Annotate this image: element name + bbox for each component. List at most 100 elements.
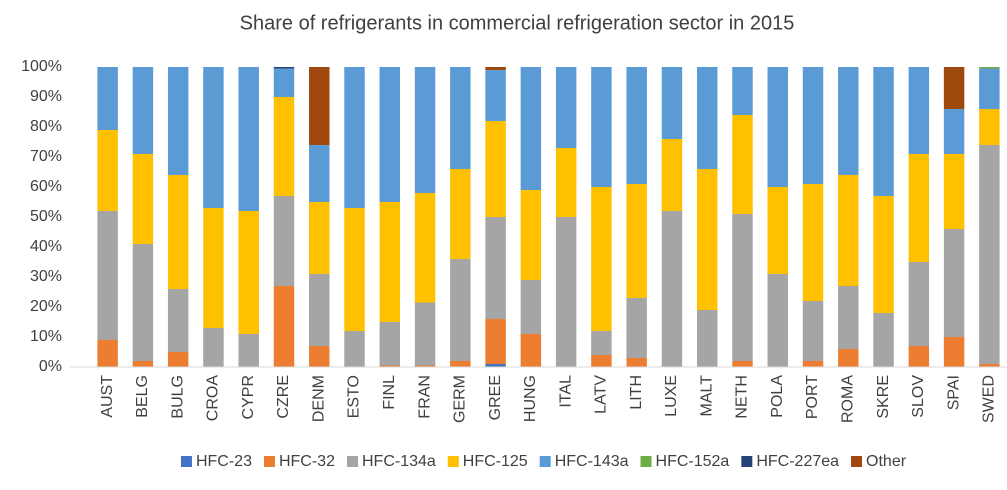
bar-segment (414, 365, 436, 367)
bar-segment (555, 217, 577, 367)
bar-segment (661, 211, 683, 367)
bar-segment (626, 358, 647, 367)
y-tick-label: 40% (30, 238, 62, 255)
legend-swatch (180, 456, 192, 467)
bar-segment (661, 67, 683, 139)
bar-segment (767, 274, 788, 367)
bar-segment (273, 196, 295, 286)
bar-segment (520, 280, 542, 334)
bar-segment (379, 67, 401, 202)
legend-swatch (447, 456, 459, 467)
x-tick-label: ESTO (346, 375, 363, 418)
bar-segment (167, 352, 189, 367)
bar-segment (591, 331, 612, 355)
bar-segment (908, 154, 930, 262)
x-tick-label: CYPR (240, 375, 257, 419)
bar-segment (414, 302, 436, 366)
bar-segment (732, 67, 753, 115)
bar-segment (591, 67, 612, 187)
bar-segment (626, 184, 647, 298)
bar-segment (979, 145, 1000, 364)
legend-label: HFC-152a (656, 453, 730, 470)
legend-label: HFC-143a (555, 453, 629, 470)
legend-label: HFC-134a (362, 453, 436, 470)
y-tick-label: 20% (30, 298, 62, 315)
bar-segment (591, 187, 612, 331)
bar-segment (802, 301, 824, 361)
bar-segment (485, 70, 506, 121)
bar-segment (97, 340, 118, 367)
bar-segment (802, 361, 824, 367)
legend-label: Other (866, 453, 907, 470)
bar-segment (238, 67, 259, 211)
bar-segment (873, 196, 894, 313)
x-tick-label: LITH (628, 375, 645, 410)
bar-segment (626, 298, 647, 358)
x-tick-label: CROA (205, 375, 222, 422)
x-tick-label: GERM (452, 375, 469, 423)
bar-segment (414, 67, 436, 193)
y-tick-label: 60% (30, 178, 62, 195)
bar-segment (97, 211, 118, 340)
bar-segment (767, 67, 788, 187)
bar-segment (450, 169, 471, 259)
bar-segment (309, 202, 330, 274)
bar-segment (379, 202, 401, 322)
x-tick-label: ROMA (840, 375, 857, 423)
bar-segment (943, 154, 965, 229)
bar-segment (344, 67, 365, 208)
bar-segment (309, 67, 330, 145)
x-tick-label: MALT (698, 375, 715, 417)
legend-label: HFC-32 (279, 453, 335, 470)
x-tick-label: HUNG (522, 375, 539, 422)
bar-segment (732, 361, 753, 367)
legend: HFC-23 HFC-32 HFC-134a HFC-125 HFC-143a HFC-1… (180, 453, 907, 470)
y-tick-label: 80% (30, 118, 62, 135)
bar-segment (132, 67, 154, 154)
x-tick-label: DENM (310, 375, 327, 422)
bar-segment (626, 67, 647, 184)
x-tick-label: SLOV (910, 375, 927, 418)
bar-segment (555, 148, 577, 217)
bar-segment (238, 334, 259, 367)
x-tick-label: AUST (99, 375, 116, 418)
bar-segment (908, 67, 930, 154)
bar-segment (555, 67, 577, 148)
bar-segment (838, 175, 859, 286)
bar-segment (97, 67, 118, 130)
bar-segment (943, 67, 965, 109)
y-tick-label: 100% (21, 58, 62, 75)
x-tick-label: GREE (487, 375, 504, 420)
bar-segment (485, 319, 506, 364)
bar-segment (696, 169, 718, 310)
bar-segment (979, 68, 1000, 109)
y-tick-label: 50% (30, 208, 62, 225)
bar-segment (273, 286, 295, 367)
bar-segment (203, 328, 224, 367)
bar-segment (203, 208, 224, 328)
bar-segment (696, 310, 718, 367)
bar-segment (908, 262, 930, 346)
bar-segment (661, 139, 683, 211)
bar-segment (732, 214, 753, 361)
bar-segment (838, 286, 859, 349)
x-tick-label: SPAI (945, 375, 962, 410)
legend-label: HFC-227ea (756, 453, 839, 470)
bar-segment (273, 67, 295, 69)
x-tick-label: LATV (593, 375, 610, 414)
legend-swatch (346, 456, 358, 467)
bar-segment (309, 274, 330, 346)
bar-segment (767, 187, 788, 274)
bar-segment (273, 97, 295, 196)
y-tick-label: 10% (30, 328, 62, 345)
bar-segment (485, 217, 506, 319)
bar-segment (485, 121, 506, 217)
bar-segment (520, 190, 542, 280)
x-tick-label: FRAN (416, 375, 433, 419)
bar-segment (450, 361, 471, 367)
bar-segment (344, 331, 365, 367)
legend-label: HFC-23 (196, 453, 252, 470)
bar-segment (979, 364, 1000, 367)
legend-swatch (741, 456, 753, 467)
